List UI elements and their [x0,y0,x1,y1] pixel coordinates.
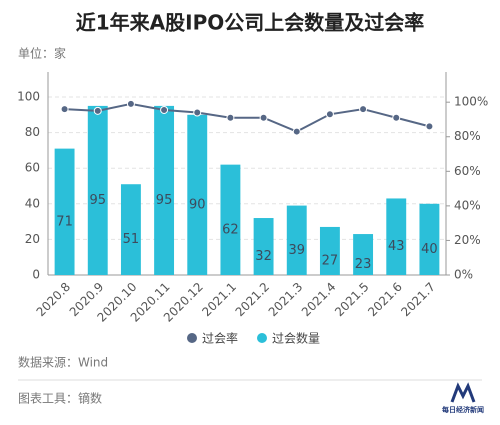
y-tick-label: 100 [17,90,40,104]
bar [319,226,340,275]
x-tick-label: 2021.6 [365,280,405,320]
line-point [226,113,235,122]
bar [386,198,407,275]
y-tick-label: 0 [32,268,40,282]
line-point [259,113,268,122]
bar-label: 40 [421,242,438,257]
bar-label: 95 [156,193,173,208]
bar-label: 62 [222,222,239,237]
logo: 每日经济新闻 [442,405,484,414]
x-tick-label: 2021.1 [199,280,239,320]
y-tick-label: 20 [25,232,40,246]
line-point [93,106,102,115]
bar [120,184,141,275]
bar [353,234,374,275]
bar [253,218,274,275]
legend-label: 过会数量 [272,331,320,346]
bar-label: 39 [288,243,305,258]
legend-marker [187,333,197,343]
bar-label: 95 [89,193,106,208]
y2-tick-label: 40% [454,198,481,212]
tool: 图表工具：镝数 [18,391,102,406]
bar-label: 90 [189,197,206,212]
line-point [359,105,368,114]
legend-label: 过会率 [202,331,238,346]
bar-label: 23 [355,257,372,272]
chart-title: 近1年来A股IPO公司上会数量及过会率 [76,11,425,35]
line-point [292,127,301,136]
y-tick-label: 60 [25,161,40,175]
bar-label: 32 [255,249,272,264]
y2-tick-label: 100% [454,95,488,109]
bar [54,148,75,275]
line [64,102,430,133]
logo-icon [450,382,476,403]
line-point [425,122,434,131]
y2-tick-label: 60% [454,164,481,178]
line-point [60,105,69,114]
line-point [193,108,202,117]
bar [87,105,108,276]
y-tick-label: 80 [25,125,40,139]
line-point [126,99,135,108]
legend-marker [257,333,267,343]
y2-tick-label: 0% [454,268,473,282]
x-tick-label: 2021.5 [332,280,372,320]
bar [154,105,175,276]
x-tick-label: 2021.3 [266,280,306,320]
bar-label: 71 [56,214,73,229]
x-tick-label: 2021.2 [233,280,273,320]
bar [286,205,307,275]
y2-tick-label: 20% [454,233,481,247]
bar [187,114,208,275]
y2-tick-label: 80% [454,129,481,143]
source: 数据来源：Wind [18,355,108,370]
line-point [160,105,169,114]
y-tick-label: 40 [25,196,40,210]
bar-label: 27 [322,253,339,268]
x-tick-label: 2020.8 [34,280,74,320]
x-tick-label: 2021.4 [299,280,339,320]
line-point [392,113,401,122]
line-point [325,110,334,119]
bar [419,203,440,275]
bar-label: 51 [123,232,140,247]
bar-label: 43 [388,239,405,254]
unit-label: 单位：家 [18,46,66,61]
x-tick-label: 2021.7 [398,280,438,320]
bar [220,164,241,275]
